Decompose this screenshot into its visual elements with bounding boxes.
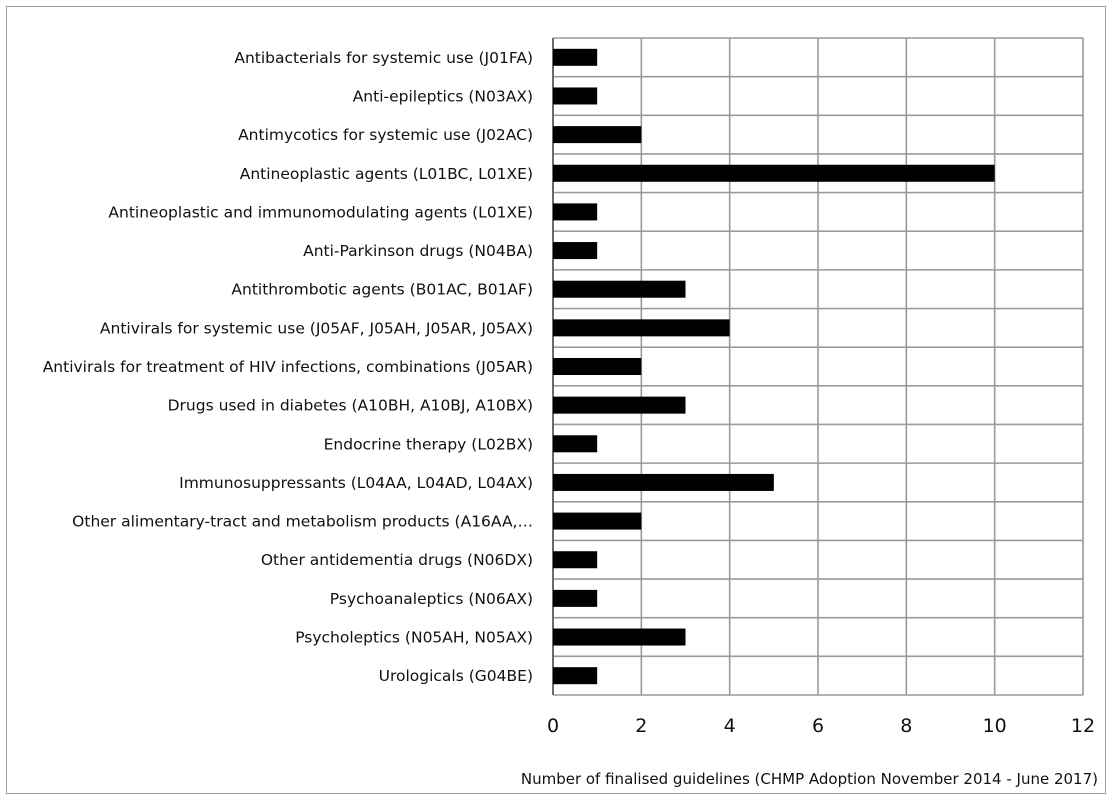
- bar: [553, 667, 598, 685]
- bar: [553, 48, 598, 66]
- bar: [553, 280, 686, 298]
- category-label: Antivirals for treatment of HIV infectio…: [43, 358, 533, 376]
- category-label: Antithrombotic agents (B01AC, B01AF): [231, 281, 533, 299]
- x-axis-title: Number of finalised guidelines (CHMP Ado…: [521, 770, 1098, 788]
- x-tick-label: 8: [900, 715, 912, 737]
- bar: [553, 473, 774, 491]
- bar: [553, 319, 730, 337]
- x-tick-label: 6: [812, 715, 824, 737]
- category-label: Anti-epileptics (N03AX): [353, 87, 533, 105]
- bar: [553, 242, 598, 260]
- bar: [553, 164, 995, 182]
- x-tick-label: 2: [635, 715, 647, 737]
- bars: [553, 48, 995, 685]
- category-label: Psychoanaleptics (N06AX): [330, 590, 533, 608]
- x-tick-label: 12: [1071, 715, 1095, 737]
- bar: [553, 357, 642, 376]
- category-label: Antineoplastic and immunomodulating agen…: [108, 203, 533, 221]
- category-label: Anti-Parkinson drugs (N04BA): [303, 242, 533, 260]
- bar: [553, 203, 598, 221]
- category-label: Antivirals for systemic use (J05AF, J05A…: [100, 319, 533, 337]
- category-label: Urologicals (G04BE): [379, 667, 533, 685]
- category-label: Other antidementia drugs (N06DX): [261, 551, 533, 569]
- category-label: Drugs used in diabetes (A10BH, A10BJ, A1…: [168, 397, 533, 415]
- category-labels: Antibacterials for systemic use (J01FA) A…: [43, 49, 533, 685]
- x-tick-labels: 0 2 4 6 8 10 12: [547, 715, 1095, 737]
- category-label: Immunosuppressants (L04AA, L04AD, L04AX): [179, 474, 533, 492]
- bar: [553, 126, 642, 144]
- category-label: Antimycotics for systemic use (J02AC): [238, 126, 533, 144]
- category-label: Antibacterials for systemic use (J01FA): [234, 49, 533, 67]
- bar: [553, 551, 598, 569]
- category-label: Endocrine therapy (L02BX): [324, 435, 533, 453]
- category-label: Psycholeptics (N05AH, N05AX): [295, 629, 533, 647]
- bar: [553, 589, 598, 607]
- bar: [553, 512, 642, 530]
- category-label: Antineoplastic agents (L01BC, L01XE): [240, 165, 533, 183]
- x-tick-label: 0: [547, 715, 559, 737]
- bar: [553, 435, 598, 453]
- x-tick-label: 4: [724, 715, 736, 737]
- category-label: Other alimentary-tract and metabolism pr…: [72, 513, 533, 531]
- bar: [553, 87, 598, 105]
- bar: [553, 396, 686, 414]
- x-tick-label: 10: [983, 715, 1007, 737]
- bar: [553, 628, 686, 646]
